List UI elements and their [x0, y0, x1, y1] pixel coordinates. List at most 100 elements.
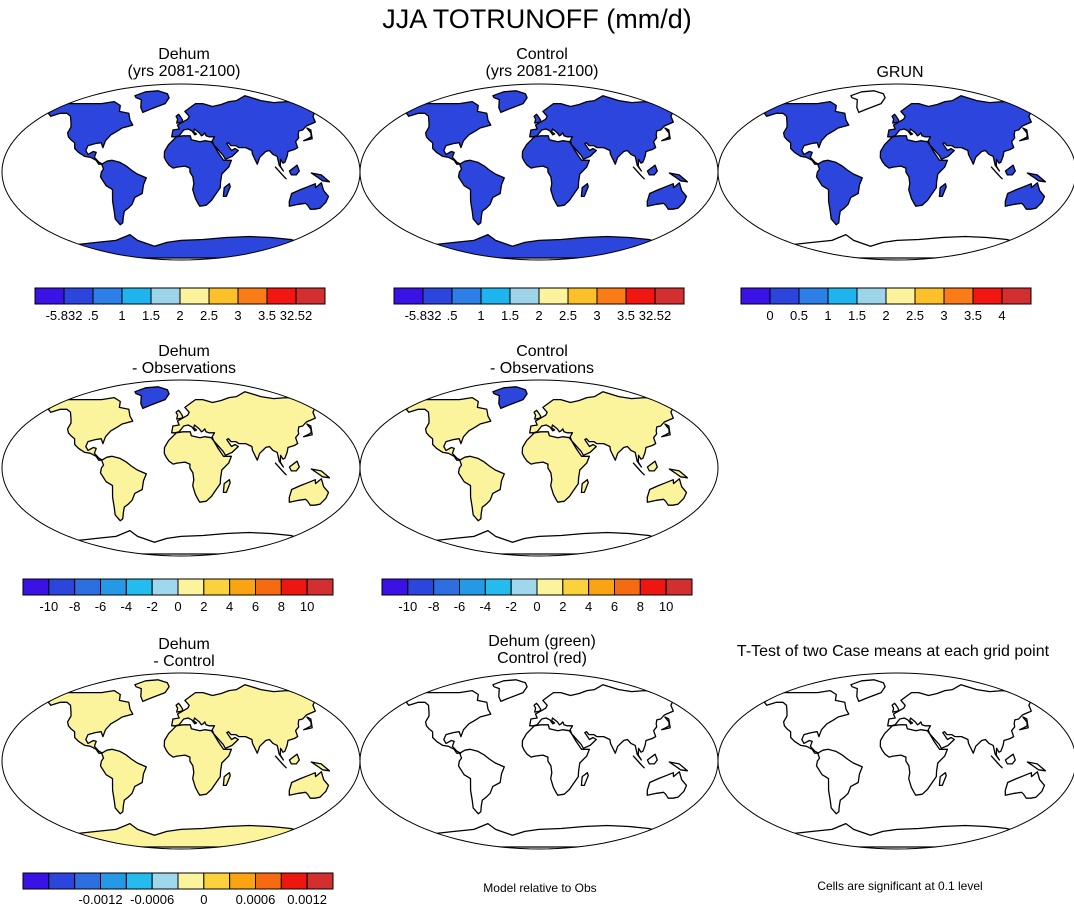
- land-samerica: [99, 159, 147, 226]
- colorbar-swatch: [74, 872, 102, 890]
- panel-title-line1: Dehum (green): [488, 633, 596, 650]
- colorbar-swatch: [229, 872, 257, 890]
- land-greenland: [850, 90, 886, 114]
- land-namerica: [405, 689, 492, 754]
- land-madagascar: [580, 479, 589, 494]
- colorbar-tick-label: -8: [68, 599, 81, 614]
- colorbar-swatch: [536, 578, 564, 596]
- colorbar-dehum-obs: [22, 578, 334, 596]
- land-eurasia: [171, 95, 320, 172]
- land-namerica: [405, 100, 492, 165]
- colorbar-tick-label: -0.0006: [130, 892, 175, 907]
- colorbar-tick-label: 0.0012: [287, 892, 328, 907]
- land-indonesia1: [274, 755, 287, 769]
- land-australia: [1004, 771, 1046, 799]
- colorbar-swatch: [422, 287, 453, 305]
- land-antarctica: [51, 822, 302, 848]
- colorbar-swatch: [1001, 287, 1032, 305]
- land-madagascar: [580, 772, 589, 787]
- panel-title-line2: (yrs 2081-2100): [485, 63, 599, 80]
- colorbar-tick-label: 4: [226, 599, 234, 614]
- colorbar-swatch: [22, 578, 50, 596]
- land-indonesia2: [288, 753, 300, 765]
- land-antarctica: [409, 529, 660, 555]
- colorbar-tick-label: 6: [251, 599, 260, 614]
- land-namerica: [47, 396, 134, 461]
- colorbar-swatch: [306, 578, 334, 596]
- colorbar-swatch: [562, 578, 590, 596]
- land-greenland: [492, 386, 528, 410]
- land-uk: [891, 113, 900, 124]
- land-indonesia1: [274, 166, 287, 180]
- land-nguinea: [310, 172, 331, 183]
- colorbar-tick-label: 10: [658, 599, 674, 614]
- land-greenland: [134, 679, 170, 703]
- colorbar-swatch: [22, 872, 50, 890]
- land-nguinea: [1026, 761, 1047, 772]
- colorbar-swatch: [567, 287, 598, 305]
- land-africa: [163, 135, 233, 207]
- land-samerica: [815, 748, 863, 815]
- land-greenland: [492, 679, 528, 703]
- panel-title-line2: - Observations: [489, 360, 595, 377]
- land-indonesia2: [646, 164, 658, 176]
- colorbar-tick-label: -2: [146, 599, 158, 614]
- panel-title-line2: (yrs 2081-2100): [127, 63, 241, 80]
- colorbar-tick-label: 1.5: [500, 308, 520, 323]
- colorbar-tick-label: 2: [559, 599, 567, 614]
- colorbar-tick-label: 1.5: [847, 308, 867, 323]
- colorbar-dehum-control: [22, 872, 334, 890]
- land-uk: [533, 409, 542, 420]
- colorbar-swatch: [48, 578, 76, 596]
- map-border: [1, 672, 361, 850]
- land-uk: [175, 702, 184, 713]
- colorbar-swatch: [665, 578, 693, 596]
- land-nguinea: [668, 172, 689, 183]
- colorbar-swatch: [229, 578, 257, 596]
- land-madagascar: [222, 183, 231, 198]
- colorbar-control: [393, 287, 685, 305]
- map-dehum-control: [1, 672, 361, 850]
- land-uk: [891, 702, 900, 713]
- map-taylor: [359, 672, 719, 850]
- land-nguinea: [1026, 172, 1047, 183]
- colorbar-tick-label: 0.0006: [235, 892, 276, 907]
- colorbar-tick-label: 2.5: [905, 308, 925, 323]
- land-indonesia2: [288, 460, 300, 472]
- land-indonesia2: [288, 164, 300, 176]
- colorbar-labels-control-obs: -10 -8 -6 -4 -2 0 2 4 6 8 10: [381, 599, 693, 615]
- colorbar-tick-label: 1: [824, 308, 832, 323]
- panel-title-line2: - Control: [153, 653, 215, 670]
- land-japan: [303, 127, 313, 142]
- panel-title-line2: Control (red): [497, 650, 587, 667]
- colorbar-tick-label: -10: [398, 599, 418, 614]
- panel-title-grun: GRUN: [790, 64, 1010, 81]
- colorbar-swatch: [827, 287, 858, 305]
- colorbar-tick-label: 1: [118, 308, 126, 323]
- land-japan: [303, 716, 313, 731]
- figure-title: JJA TOTRUNOFF (mm/d): [382, 4, 692, 34]
- land-madagascar: [222, 772, 231, 787]
- land-indonesia1: [274, 462, 287, 476]
- colorbar-swatch: [798, 287, 829, 305]
- colorbar-tick-label: 0: [533, 599, 541, 614]
- colorbar-grun: [740, 287, 1032, 305]
- land-africa: [163, 724, 233, 796]
- colorbar-swatch: [306, 872, 334, 890]
- land-japan: [661, 127, 671, 142]
- colorbar-tick-label: 1.5: [141, 308, 161, 323]
- map-border: [717, 83, 1074, 261]
- land-namerica: [47, 689, 134, 754]
- colorbar-swatch: [150, 287, 181, 305]
- panel-title-line1: Dehum: [158, 343, 210, 360]
- colorbar-swatch: [295, 287, 326, 305]
- colorbar-swatch: [972, 287, 1003, 305]
- map-dehum-obs: [1, 379, 361, 557]
- map-border: [359, 83, 719, 261]
- colorbar-tick-label: -5.832: [45, 308, 83, 323]
- colorbar-swatch: [255, 872, 282, 890]
- colorbar-swatch: [280, 578, 308, 596]
- land-greenland: [134, 386, 170, 410]
- colorbar-tick-label: 2: [200, 599, 208, 614]
- colorbar-swatch: [100, 578, 127, 596]
